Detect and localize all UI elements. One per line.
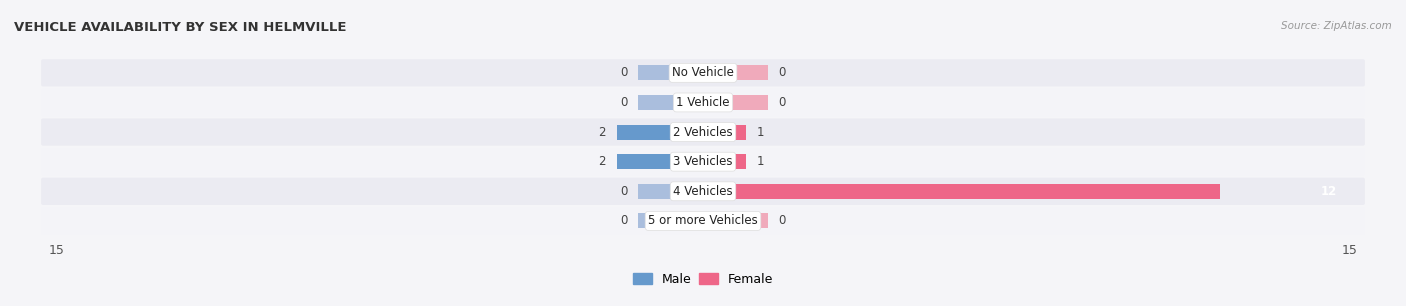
Bar bbox=[638, 95, 703, 110]
FancyBboxPatch shape bbox=[41, 148, 1365, 175]
Bar bbox=[617, 125, 703, 140]
Text: Source: ZipAtlas.com: Source: ZipAtlas.com bbox=[1281, 21, 1392, 32]
Bar bbox=[703, 213, 768, 229]
Text: 0: 0 bbox=[620, 66, 627, 79]
FancyBboxPatch shape bbox=[41, 89, 1365, 116]
Bar bbox=[638, 184, 703, 199]
FancyBboxPatch shape bbox=[41, 118, 1365, 146]
Bar bbox=[703, 95, 768, 110]
Bar bbox=[703, 184, 1220, 199]
Bar bbox=[638, 213, 703, 229]
Text: VEHICLE AVAILABILITY BY SEX IN HELMVILLE: VEHICLE AVAILABILITY BY SEX IN HELMVILLE bbox=[14, 21, 346, 34]
Text: 12: 12 bbox=[1320, 185, 1337, 198]
Text: 1: 1 bbox=[756, 125, 765, 139]
Text: 5 or more Vehicles: 5 or more Vehicles bbox=[648, 215, 758, 227]
FancyBboxPatch shape bbox=[41, 207, 1365, 234]
FancyBboxPatch shape bbox=[41, 59, 1365, 87]
Bar bbox=[617, 154, 703, 169]
Text: 3 Vehicles: 3 Vehicles bbox=[673, 155, 733, 168]
Text: No Vehicle: No Vehicle bbox=[672, 66, 734, 79]
Text: 0: 0 bbox=[620, 185, 627, 198]
Bar bbox=[638, 65, 703, 80]
Text: 0: 0 bbox=[779, 215, 786, 227]
Text: 2: 2 bbox=[599, 125, 606, 139]
Text: 4 Vehicles: 4 Vehicles bbox=[673, 185, 733, 198]
FancyBboxPatch shape bbox=[41, 178, 1365, 205]
Text: 0: 0 bbox=[779, 96, 786, 109]
Bar bbox=[703, 154, 747, 169]
Text: 1: 1 bbox=[756, 155, 765, 168]
Text: 0: 0 bbox=[620, 96, 627, 109]
Text: 2: 2 bbox=[599, 155, 606, 168]
Bar bbox=[703, 125, 747, 140]
Bar bbox=[703, 65, 768, 80]
Text: 1 Vehicle: 1 Vehicle bbox=[676, 96, 730, 109]
Text: 2 Vehicles: 2 Vehicles bbox=[673, 125, 733, 139]
Legend: Male, Female: Male, Female bbox=[628, 268, 778, 291]
Text: 0: 0 bbox=[779, 66, 786, 79]
Text: 0: 0 bbox=[620, 215, 627, 227]
